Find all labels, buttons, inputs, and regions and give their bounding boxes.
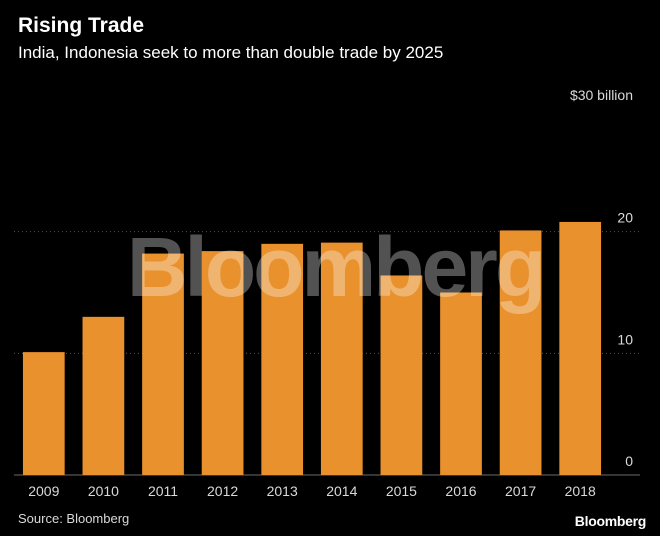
watermark-text: Bloomberg: [127, 220, 543, 314]
x-tick-label-2012: 2012: [207, 483, 238, 499]
x-tick-label-2016: 2016: [445, 483, 476, 499]
bar-2018: [559, 221, 602, 475]
bar-2016: [440, 292, 482, 475]
bloomberg-logo: Bloomberg: [574, 513, 647, 529]
x-tick-label-2015: 2015: [386, 483, 417, 499]
x-axis-labels: 2009 2010 2011 2012 2013 2014 2015 2016 2017 2018: [28, 483, 596, 499]
y-tick-label-0: 0: [625, 453, 633, 469]
bar-2014: [320, 242, 363, 475]
x-tick-label-2017: 2017: [505, 483, 536, 499]
bar-2013: [261, 243, 304, 475]
bar-2015: [380, 275, 423, 475]
y-axis-unit-label: $30 billion: [570, 87, 633, 103]
y-axis-labels: 0 10 20: [617, 210, 633, 469]
x-tick-label-2011: 2011: [148, 483, 178, 499]
bar-2012: [201, 251, 244, 475]
x-tick-label-2010: 2010: [88, 483, 119, 499]
bar-2010: [82, 316, 125, 475]
x-tick-label-2014: 2014: [326, 483, 357, 499]
bar-2017: [499, 230, 542, 475]
bar-2009: [22, 352, 65, 475]
y-tick-label-10: 10: [617, 331, 633, 347]
y-tick-label-20: 20: [617, 210, 633, 226]
source-note: Source: Bloomberg: [18, 511, 130, 526]
bar-2011: [142, 253, 184, 475]
x-tick-label-2009: 2009: [28, 483, 59, 499]
chart-subtitle: India, Indonesia seek to more than doubl…: [18, 43, 444, 62]
x-tick-label-2013: 2013: [267, 483, 298, 499]
bars: [22, 221, 602, 475]
x-tick-label-2018: 2018: [565, 483, 596, 499]
chart-title: Rising Trade: [18, 14, 145, 37]
